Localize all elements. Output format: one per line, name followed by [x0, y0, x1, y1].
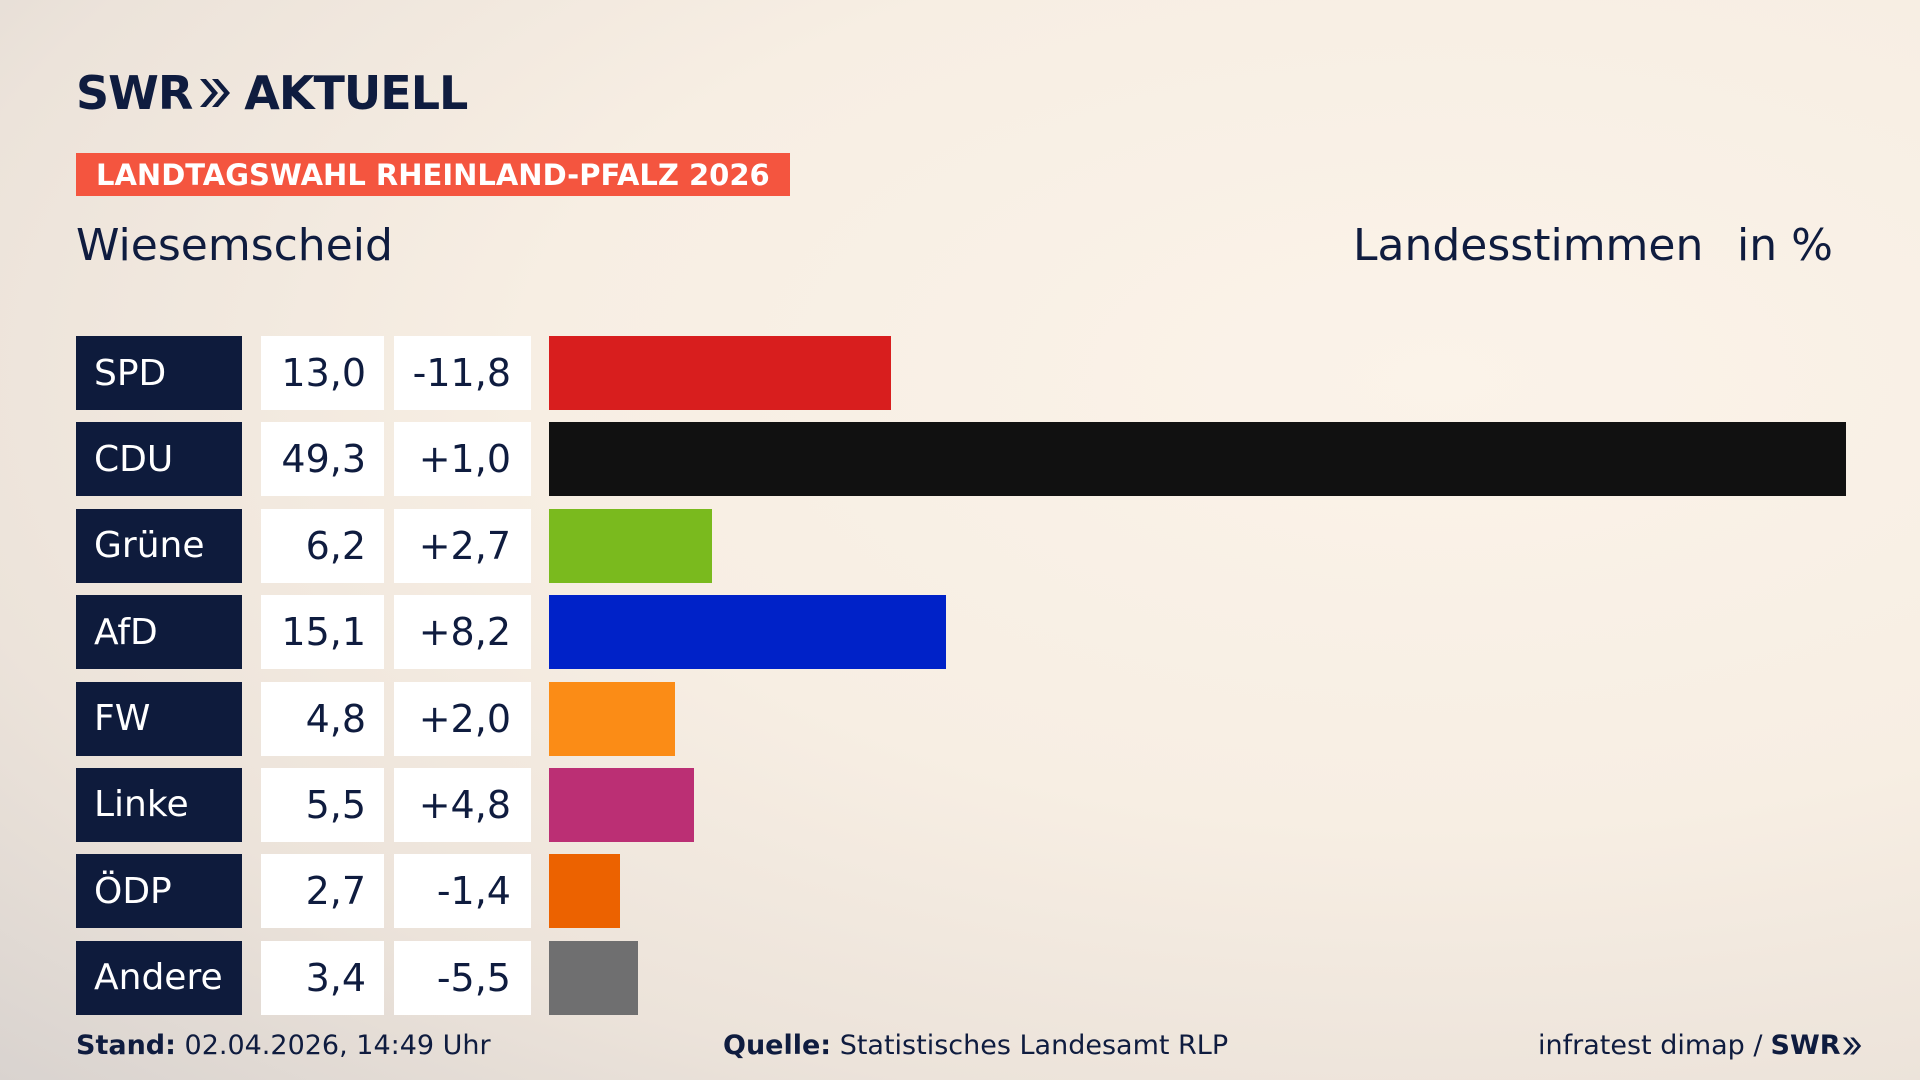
result-bar: [549, 595, 947, 670]
vote-change-label: +8,2: [394, 595, 531, 670]
footer-stand: Stand: 02.04.2026, 14:49 Uhr: [76, 1030, 491, 1061]
vote-share-label: 13,0: [261, 336, 384, 410]
location-title: Wiesemscheid: [76, 220, 393, 271]
result-bar: [549, 940, 639, 1015]
result-row: Grüne 6,2 +2,7: [76, 508, 1846, 583]
source-label: Quelle:: [723, 1030, 832, 1061]
vote-share-label: 5,5: [261, 767, 384, 842]
swr-small-logo: SWR: [1771, 1030, 1863, 1061]
footer-credit: infratest dimap / SWR: [1538, 1030, 1863, 1061]
source-value: Statistisches Landesamt RLP: [839, 1030, 1229, 1061]
result-bar: [549, 508, 713, 583]
results-chart: SPD 13,0 -11,8 CDU 49,3 +1,0 Grüne 6,2 +2,7 AfD 15…: [76, 336, 1846, 1027]
vote-change-label: +2,0: [394, 681, 531, 756]
credit-text: infratest dimap /: [1538, 1030, 1763, 1061]
party-label: ÖDP: [76, 854, 242, 929]
party-label: Andere: [76, 940, 242, 1015]
party-label: Grüne: [76, 508, 242, 583]
swr-aktuell-logo: SWR AKTUELL: [76, 66, 468, 120]
party-label: CDU: [76, 422, 242, 497]
party-label: FW: [76, 681, 242, 756]
election-badge: LANDTAGSWAHL RHEINLAND-PFALZ 2026: [76, 153, 790, 196]
vote-change-label: -1,4: [394, 854, 531, 929]
vote-type-label: Landesstimmen: [1353, 220, 1704, 271]
vote-share-label: 4,8: [261, 681, 384, 756]
result-bar: [549, 422, 1846, 497]
vote-change-label: +2,7: [394, 508, 531, 583]
logo-aktuell-text: AKTUELL: [244, 66, 468, 120]
result-bar: [549, 336, 891, 410]
result-bar: [549, 767, 694, 842]
result-bar: [549, 681, 676, 756]
result-row: ÖDP 2,7 -1,4: [76, 854, 1846, 929]
double-chevron-icon: [198, 75, 232, 111]
vote-change-label: -11,8: [394, 336, 531, 410]
party-label: SPD: [76, 336, 242, 410]
vote-share-label: 49,3: [261, 422, 384, 497]
result-row: FW 4,8 +2,0: [76, 681, 1846, 756]
vote-share-label: 2,7: [261, 854, 384, 929]
footer-source: Quelle: Statistisches Landesamt RLP: [723, 1030, 1228, 1061]
credit-brand: SWR: [1770, 1030, 1841, 1061]
vote-share-label: 6,2: [261, 508, 384, 583]
vote-change-label: +1,0: [394, 422, 531, 497]
result-row: Andere 3,4 -5,5: [76, 940, 1846, 1015]
vote-change-label: -5,5: [394, 940, 531, 1015]
vote-share-label: 15,1: [261, 595, 384, 670]
double-chevron-small-icon: [1842, 1036, 1861, 1055]
result-row: Linke 5,5 +4,8: [76, 767, 1846, 842]
unit-label: in %: [1737, 220, 1833, 271]
result-bar: [549, 854, 621, 929]
vote-change-label: +4,8: [394, 767, 531, 842]
stand-value: 02.04.2026, 14:49 Uhr: [184, 1030, 491, 1061]
party-label: AfD: [76, 595, 242, 670]
vote-share-label: 3,4: [261, 940, 384, 1015]
result-row: SPD 13,0 -11,8: [76, 336, 1846, 410]
party-label: Linke: [76, 767, 242, 842]
result-row: AfD 15,1 +8,2: [76, 595, 1846, 670]
stand-label: Stand:: [76, 1030, 176, 1061]
logo-swr-text: SWR: [76, 66, 193, 120]
result-row: CDU 49,3 +1,0: [76, 422, 1846, 497]
